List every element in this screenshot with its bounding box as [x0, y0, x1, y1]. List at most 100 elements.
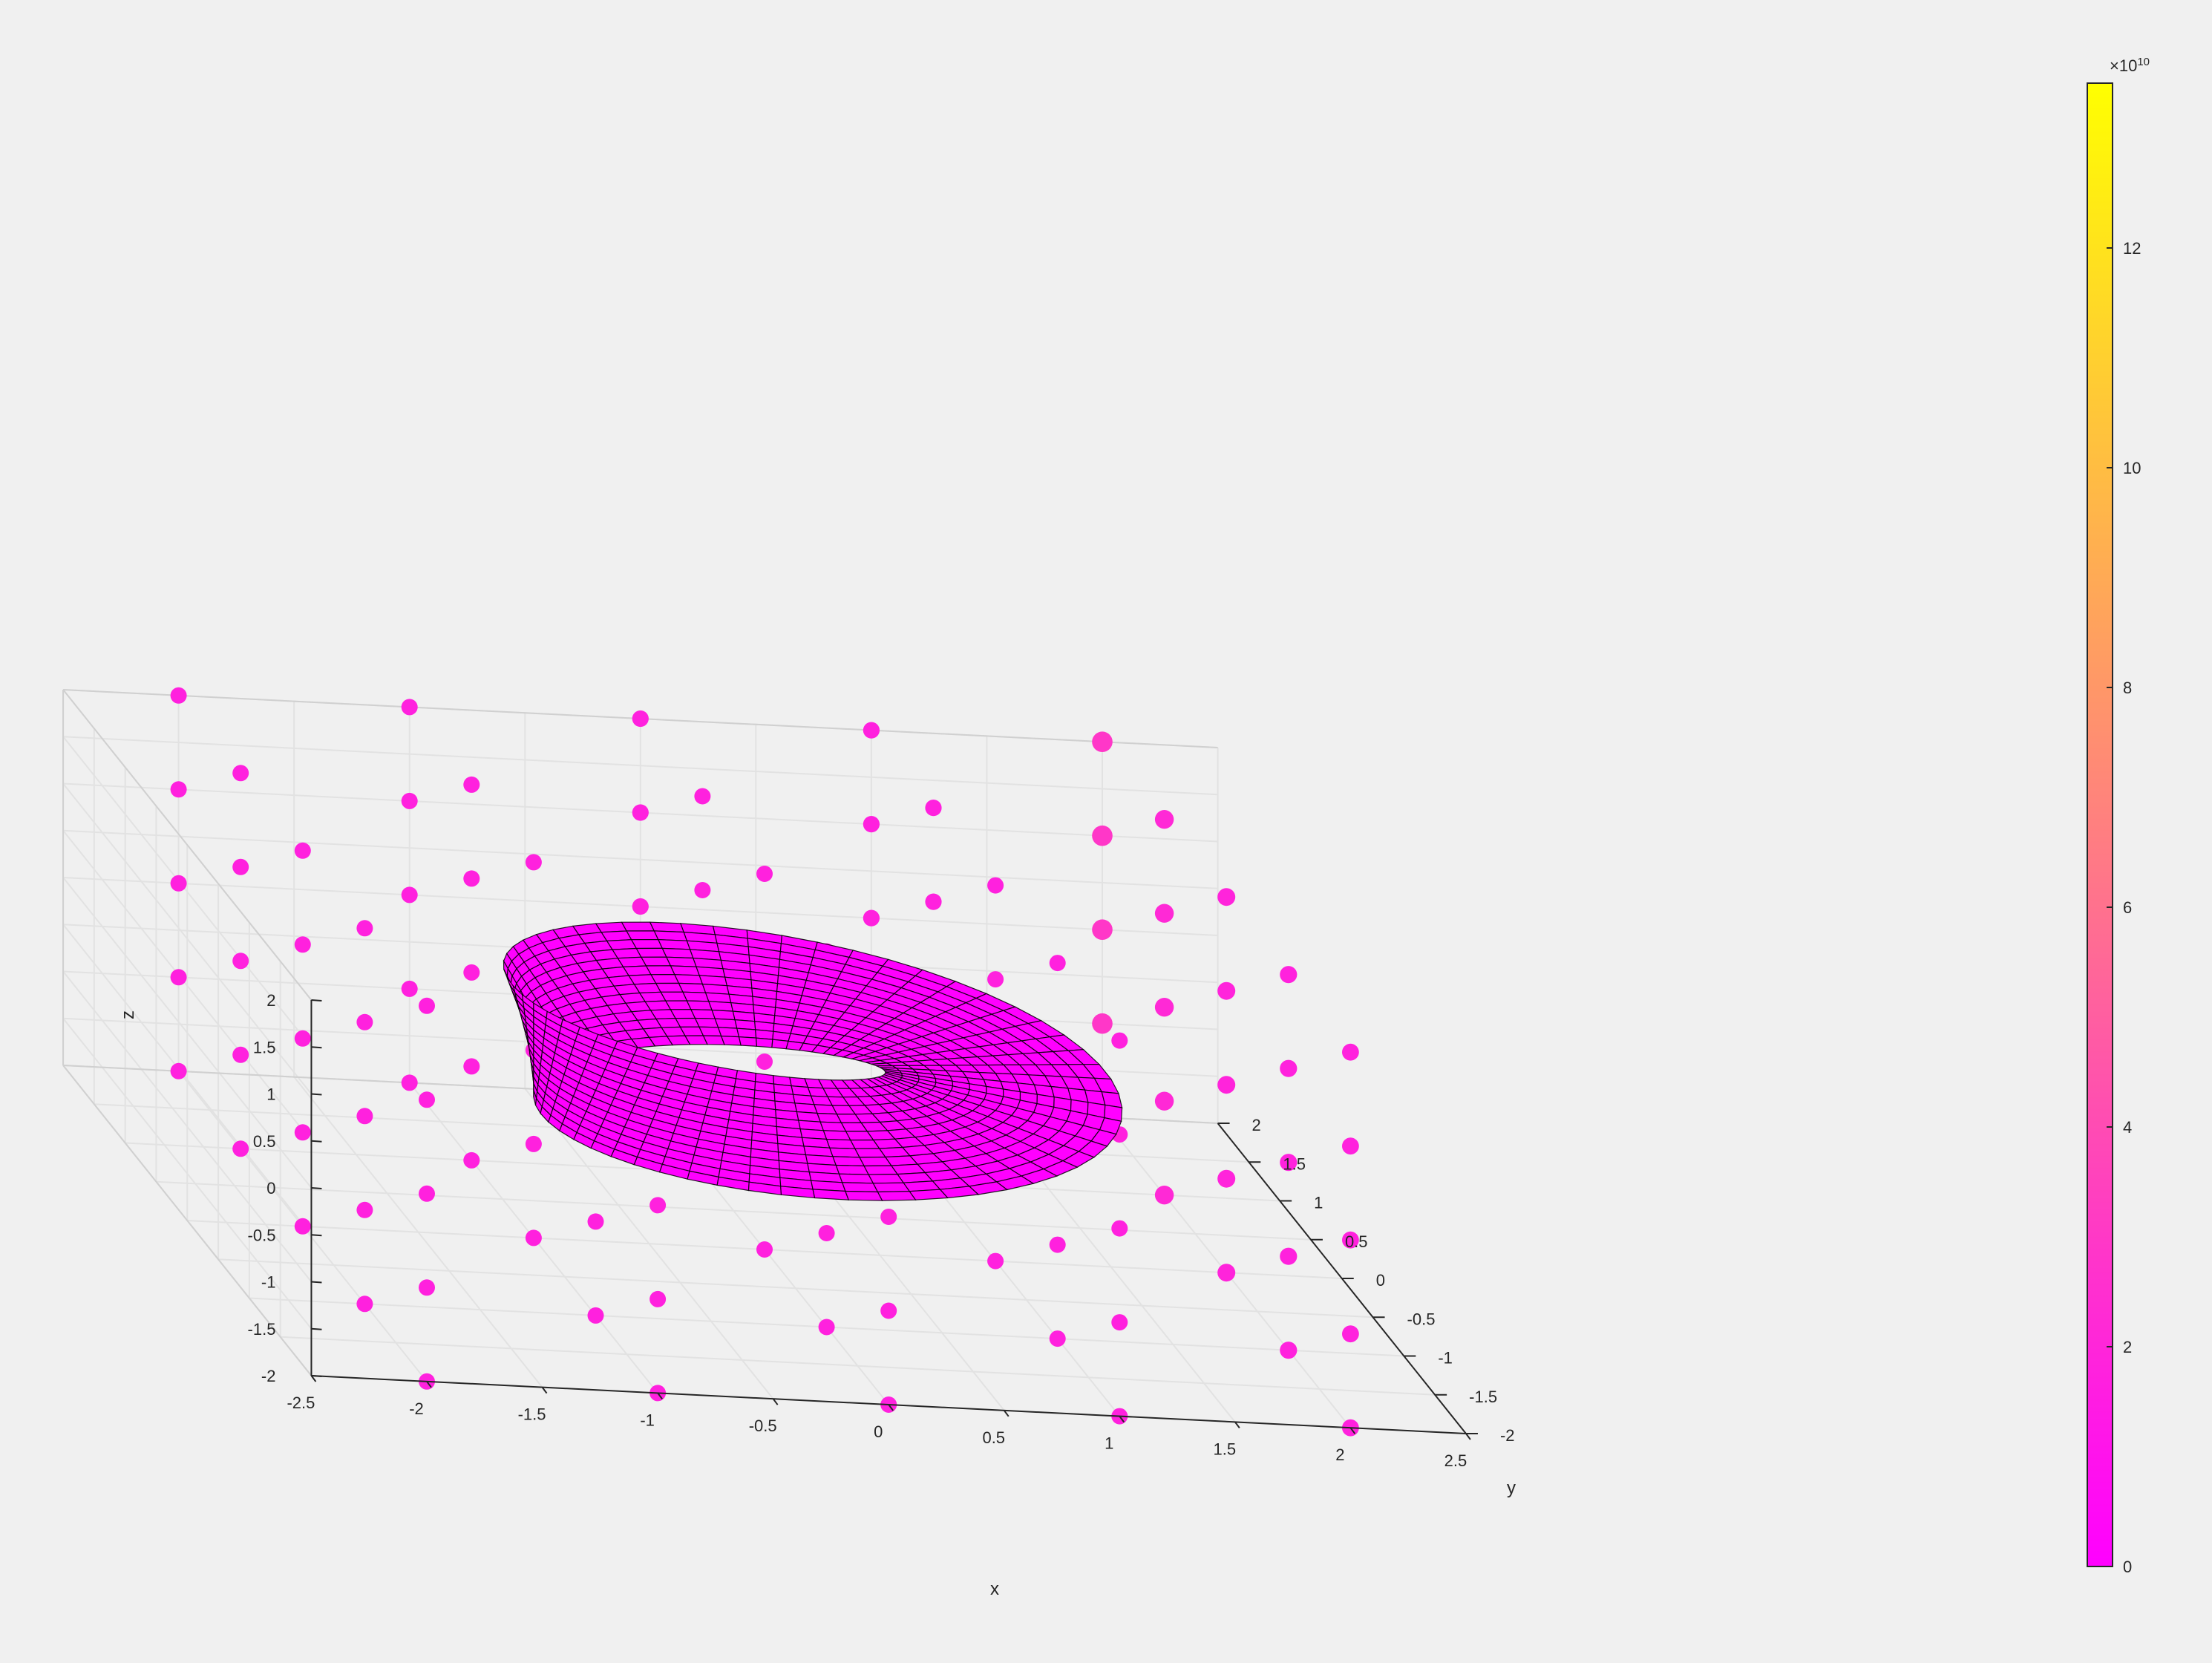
surface-patch: [717, 1027, 740, 1038]
scatter-point: [356, 1201, 373, 1218]
surface-patch: [854, 1148, 886, 1158]
scatter-point: [294, 842, 311, 859]
scatter-point: [1217, 1169, 1236, 1188]
scatter-point: [525, 854, 542, 871]
x-tick-label: -1: [640, 1411, 655, 1429]
surface-patch: [686, 1000, 713, 1011]
surface-patch: [738, 1036, 758, 1047]
scatter-point: [294, 1218, 311, 1235]
scatter-point: [1154, 1186, 1174, 1205]
surface-patch: [665, 956, 697, 967]
scatter-point: [463, 776, 480, 793]
y-tick-label: 2: [1252, 1116, 1261, 1134]
scatter-point: [1342, 1043, 1359, 1061]
scatter-point: [356, 920, 373, 937]
z-tick-mark: [311, 1281, 322, 1284]
surface-patch: [714, 1018, 738, 1029]
scatter-point: [419, 997, 435, 1014]
scatter-point: [1092, 731, 1113, 752]
colorbar-tick-label: 2: [2123, 1338, 2132, 1356]
grid-line: [217, 1258, 1373, 1319]
x-tick-label: 2.5: [1444, 1451, 1467, 1470]
scatter-point: [170, 1062, 187, 1079]
colorbar-ramp: [2087, 82, 2113, 1567]
z-tick-mark: [311, 1327, 322, 1330]
y-tick-label: 0: [1376, 1271, 1385, 1290]
scatter-point: [818, 1319, 835, 1336]
scatter-point: [649, 1197, 667, 1214]
z-tick-mark: [311, 1187, 322, 1189]
x-tick-label: 2: [1335, 1445, 1344, 1464]
scatter-point: [863, 816, 880, 833]
x-tick-mark: [1465, 1433, 1471, 1440]
scatter-point: [401, 792, 418, 809]
scatter-point: [694, 788, 711, 805]
scatter-point: [294, 936, 311, 953]
x-tick-mark: [426, 1381, 432, 1388]
scatter-point: [1342, 1137, 1359, 1155]
scatter-point: [1154, 998, 1174, 1017]
grid-line: [62, 1018, 313, 1330]
colorbar-tick-label: 10: [2123, 459, 2141, 477]
scatter-point: [1049, 1330, 1066, 1347]
scatter-point: [987, 1252, 1004, 1270]
scatter-point: [756, 866, 773, 882]
scatter-point: [294, 1124, 311, 1141]
surface-patch: [835, 1164, 870, 1175]
surface-patch: [661, 947, 694, 959]
axis-lines: [310, 999, 1478, 1440]
z-tick-label: -0.5: [248, 1226, 276, 1244]
scatter-point: [1217, 981, 1236, 1000]
scatter-point: [401, 699, 418, 716]
z-tick-mark: [311, 1046, 322, 1049]
scatter-point: [1280, 1342, 1298, 1359]
mobius-surface: [503, 921, 1123, 1201]
surface-patch: [872, 1182, 911, 1193]
axes-3d[interactable]: -2.5 -2 -1.5 -1 -0.5 0 0.5 1 1.5 2 2.5 -2 -1.5 -1 -0.5…: [62, 687, 1516, 1599]
surface-patch: [625, 930, 659, 941]
z-tick-mark: [311, 1140, 322, 1143]
scatter-point: [1049, 955, 1066, 972]
x-tick-mark: [888, 1404, 894, 1411]
surface-patch: [755, 1037, 773, 1048]
scatter-point: [925, 893, 942, 910]
grid-line: [280, 1336, 1436, 1396]
surface-patch: [822, 1130, 851, 1141]
scatter-point: [356, 1296, 373, 1313]
scatter-point: [756, 1241, 773, 1258]
x-tick-mark: [310, 1375, 317, 1382]
scatter-point: [587, 1307, 604, 1324]
scatter-point: [987, 877, 1004, 894]
scatter-point: [419, 1185, 435, 1202]
surface-patch: [690, 1009, 716, 1019]
scatter-point: [987, 971, 1004, 988]
colorbar-tick-label: 6: [2123, 898, 2132, 917]
x-tick-label: -1.5: [518, 1405, 546, 1424]
surface-patch: [841, 1182, 879, 1193]
scatter-point: [463, 1151, 480, 1169]
z-tick-mark: [311, 999, 322, 1002]
surface-patch: [825, 1138, 856, 1149]
grid-line: [62, 830, 313, 1142]
grid-line: [62, 924, 313, 1235]
surface-patch: [720, 1035, 742, 1046]
surface-patch: [771, 1039, 789, 1050]
surface-patch: [828, 1147, 860, 1158]
scatter-point: [694, 882, 711, 898]
y-axis-label: y: [1507, 1478, 1516, 1498]
z-tick-mark: [311, 1093, 322, 1096]
scatter-point: [1217, 1076, 1236, 1094]
y-tick-label: 0.5: [1345, 1232, 1368, 1251]
surface-patch: [868, 1173, 905, 1184]
x-tick-mark: [1234, 1421, 1240, 1429]
scatter-point: [818, 1225, 835, 1241]
scatter-point: [632, 898, 649, 915]
scatter-series: [170, 687, 1359, 1437]
x-tick-label: -0.5: [749, 1417, 777, 1435]
scatter-point: [756, 1053, 773, 1070]
grid-line: [62, 970, 313, 1283]
y-tick-label: -2: [1500, 1426, 1515, 1445]
scatter-point: [294, 1030, 311, 1047]
surface-patch: [832, 1156, 866, 1167]
